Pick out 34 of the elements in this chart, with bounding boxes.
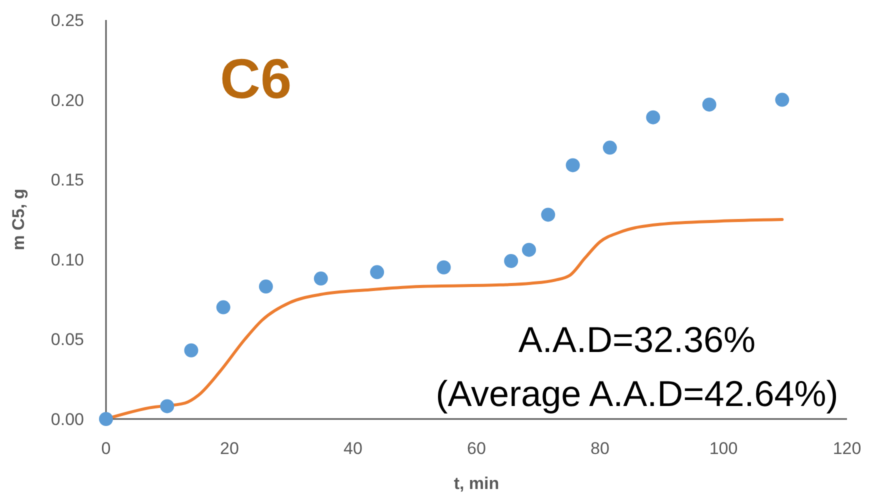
x-axis-title: t, min	[454, 474, 500, 493]
point	[216, 300, 230, 314]
point	[566, 158, 580, 172]
annotation: (Average A.A.D=42.64%)	[436, 373, 838, 414]
x-tick-label: 20	[220, 439, 239, 458]
point	[258, 280, 273, 294]
x-tick-label: 100	[709, 439, 738, 458]
y-tick-label: 0.25	[50, 10, 84, 30]
point	[160, 399, 174, 414]
annotation: A.A.D=32.36%	[518, 319, 756, 360]
y-axis-title: m C5, g	[9, 188, 28, 250]
point	[99, 412, 113, 426]
y-tick-label: 0.15	[50, 170, 84, 190]
point	[184, 343, 198, 358]
y-tick-label: 0.00	[50, 410, 84, 429]
x-tick-label: 60	[467, 439, 486, 458]
annotation: C6	[220, 47, 292, 110]
x-tick-label: 120	[832, 439, 862, 458]
y-tick-label: 0.20	[50, 90, 84, 110]
y-tick-label: 0.10	[50, 250, 84, 270]
point	[314, 272, 328, 286]
x-tick-label: 0	[101, 439, 111, 458]
point	[702, 98, 716, 112]
x-tick-label: 80	[590, 439, 610, 458]
point	[775, 92, 790, 107]
point	[646, 110, 660, 124]
x-tick-label: 40	[344, 439, 362, 458]
point	[370, 265, 384, 280]
point	[504, 254, 518, 268]
point	[436, 260, 451, 274]
point	[602, 140, 617, 155]
point	[522, 242, 536, 257]
y-tick-label: 0.05	[50, 330, 84, 350]
point	[541, 208, 556, 222]
